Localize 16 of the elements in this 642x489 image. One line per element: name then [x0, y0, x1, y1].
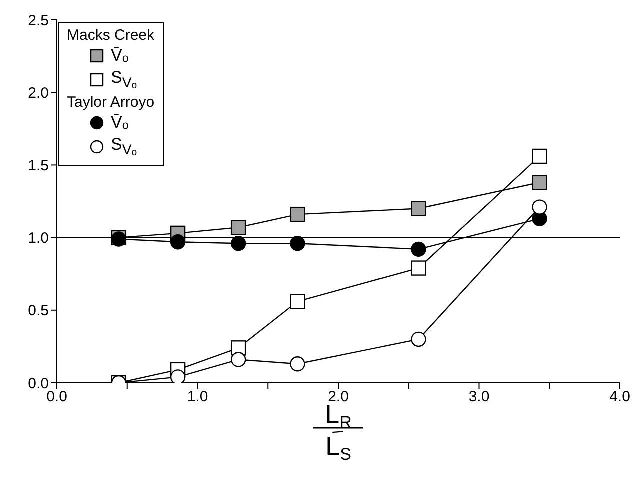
x-tick-label: 0.0	[46, 388, 68, 406]
legend-label: V̄ₒ	[111, 113, 129, 133]
y-tick-label: 1.0	[28, 230, 49, 248]
legend-label: S$_{Vₒ}$	[111, 135, 138, 159]
annotation: Taylor Arroyo	[67, 94, 155, 111]
legend-label: S$_{Vₒ}$	[111, 68, 138, 92]
legend-label: V̄ₒ	[111, 46, 129, 66]
annotation: Macks Creek	[67, 27, 155, 44]
y-tick-label: 0.5	[28, 302, 49, 320]
x-tick-label: 4.0	[610, 388, 630, 406]
y-tick-label: 1.5	[28, 158, 49, 175]
x-tick-label: 1.0	[187, 388, 208, 406]
y-tick-label: 0.0	[28, 375, 49, 392]
y-tick-label: 2.5	[28, 12, 49, 30]
x-tick-label: 3.0	[468, 388, 490, 406]
y-tick-label: 2.0	[28, 84, 49, 102]
